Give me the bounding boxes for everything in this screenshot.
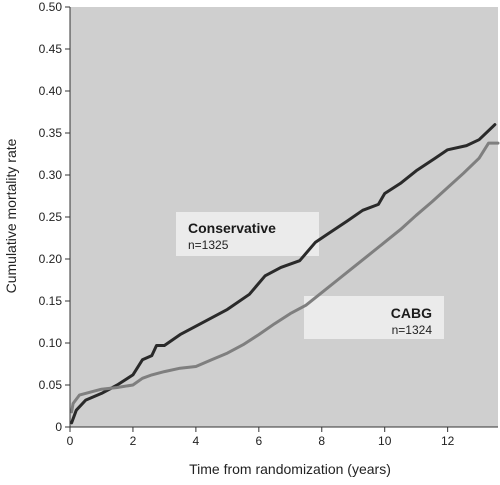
y-tick-label: 0.45	[39, 42, 63, 56]
y-tick-label: 0.50	[39, 0, 63, 14]
x-tick-label: 10	[378, 434, 392, 448]
annotation-n-cabg: n=1324	[392, 323, 433, 337]
series-line-cabg	[70, 141, 500, 414]
y-tick-label: 0.05	[39, 378, 63, 392]
y-tick-label: 0.25	[39, 210, 63, 224]
y-tick-label: 0.15	[39, 294, 63, 308]
annotation-label-cabg: CABG	[391, 305, 432, 321]
annotation-label-conservative: Conservative	[188, 220, 276, 236]
y-tick-label: 0	[55, 420, 62, 434]
annotations: Conservative n=1325 CABG n=1324	[176, 212, 444, 339]
x-tick-label: 4	[193, 434, 200, 448]
y-axis-title: Cumulative mortality rate	[3, 138, 19, 293]
series-line-conservative	[70, 123, 497, 425]
x-tick-label: 2	[130, 434, 137, 448]
y-tick-label: 0.30	[39, 168, 63, 182]
x-tick-label: 12	[441, 434, 455, 448]
annotation-n-conservative: n=1325	[188, 238, 229, 252]
y-tick-label: 0.40	[39, 84, 63, 98]
x-tick-label: 6	[255, 434, 262, 448]
x-axis-title: Time from randomization (years)	[189, 461, 391, 477]
ticks: 0 0.05 0.10 0.15 0.20 0.25 0.30 0.35 0.40 0.45 0.5…	[39, 0, 455, 448]
y-tick-label: 0.35	[39, 126, 63, 140]
annotation-box-conservative	[176, 212, 319, 256]
series-layer	[70, 123, 500, 425]
x-tick-label: 0	[67, 434, 74, 448]
y-tick-label: 0.20	[39, 252, 63, 266]
annotation-box-cabg	[304, 296, 444, 339]
y-tick-label: 0.10	[39, 336, 63, 350]
x-tick-label: 8	[318, 434, 325, 448]
